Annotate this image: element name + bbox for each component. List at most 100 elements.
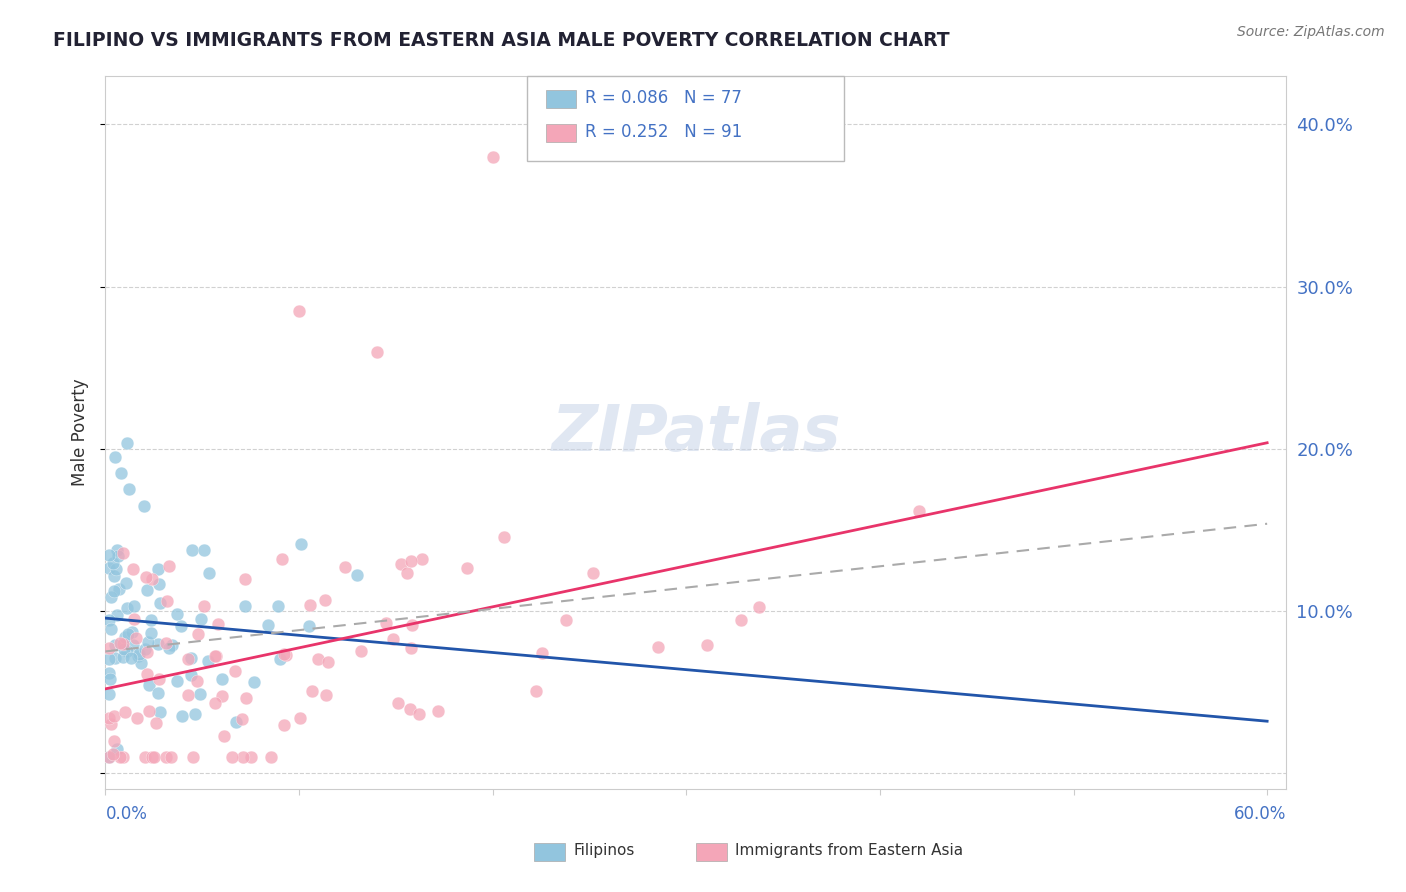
Point xyxy=(270,552,292,566)
Point xyxy=(104,638,127,652)
Point xyxy=(180,668,202,682)
Point xyxy=(235,572,257,586)
Point xyxy=(98,672,121,686)
Point xyxy=(101,747,124,762)
Point xyxy=(108,636,131,650)
Point xyxy=(399,640,422,655)
Point xyxy=(103,733,125,747)
Point xyxy=(204,648,226,663)
Point xyxy=(104,450,127,464)
Point xyxy=(288,711,311,725)
Point xyxy=(274,648,297,663)
Point xyxy=(108,750,131,764)
Point xyxy=(98,561,121,575)
Point xyxy=(170,619,193,633)
Point xyxy=(170,709,193,723)
Point xyxy=(134,499,156,513)
Point xyxy=(141,573,163,587)
Point xyxy=(399,554,422,568)
Point xyxy=(269,652,291,666)
Point xyxy=(145,716,167,731)
Point xyxy=(143,750,166,764)
Point xyxy=(100,590,122,604)
Point xyxy=(221,750,243,764)
Text: R = 0.086   N = 77: R = 0.086 N = 77 xyxy=(585,89,742,107)
Point xyxy=(136,635,159,649)
Point xyxy=(105,608,128,623)
Point xyxy=(115,435,138,450)
Point xyxy=(139,625,162,640)
Point xyxy=(141,750,163,764)
Point xyxy=(105,562,128,576)
Point xyxy=(395,566,418,580)
Point xyxy=(157,640,180,655)
Point xyxy=(156,593,179,607)
Point xyxy=(333,560,356,574)
Point xyxy=(110,466,132,480)
Point xyxy=(112,641,135,656)
Point xyxy=(235,691,257,706)
Point xyxy=(104,651,127,665)
Point xyxy=(225,714,247,729)
Point xyxy=(105,742,128,756)
Point xyxy=(181,750,204,764)
Point xyxy=(134,570,156,584)
Text: ZIPatlas: ZIPatlas xyxy=(551,401,841,464)
Point xyxy=(148,562,170,576)
Point xyxy=(141,613,163,627)
Point xyxy=(177,652,200,666)
Point xyxy=(346,567,368,582)
Point xyxy=(127,710,149,724)
Point xyxy=(136,645,159,659)
Point xyxy=(149,705,172,719)
Point xyxy=(224,664,246,678)
Point xyxy=(98,750,121,764)
Point xyxy=(190,612,212,626)
Point xyxy=(232,750,254,764)
Point xyxy=(212,729,235,743)
Point xyxy=(121,625,143,640)
Point xyxy=(193,599,215,613)
Point xyxy=(188,687,211,701)
Point xyxy=(112,637,135,651)
Point xyxy=(122,599,145,614)
Point xyxy=(159,750,181,764)
Point xyxy=(111,750,134,764)
Point xyxy=(426,704,449,718)
Point xyxy=(114,706,136,720)
Point xyxy=(98,711,121,725)
Point xyxy=(125,631,148,645)
Point xyxy=(315,688,337,702)
Point xyxy=(146,637,169,651)
Point xyxy=(115,644,138,658)
Point xyxy=(231,712,253,726)
Point xyxy=(155,750,177,764)
Point xyxy=(138,678,160,692)
Point xyxy=(382,632,405,647)
Point xyxy=(177,688,200,702)
Point xyxy=(184,707,207,722)
Point xyxy=(101,556,124,570)
Point xyxy=(98,687,121,701)
Point xyxy=(288,304,311,318)
Point xyxy=(401,618,423,632)
Point xyxy=(187,627,209,641)
Point xyxy=(148,577,170,591)
Point xyxy=(366,344,388,359)
Point xyxy=(157,558,180,573)
Point xyxy=(316,655,339,669)
Point xyxy=(314,593,336,607)
Point xyxy=(111,546,134,560)
Point xyxy=(98,641,121,656)
Point xyxy=(103,568,125,582)
Point xyxy=(375,615,398,630)
Point xyxy=(129,657,152,671)
Point xyxy=(456,560,478,574)
Point xyxy=(98,549,121,563)
Point xyxy=(121,561,143,575)
Point xyxy=(260,750,283,764)
Point xyxy=(273,647,295,661)
Point xyxy=(115,601,138,615)
Point xyxy=(98,652,121,666)
Point xyxy=(408,706,430,721)
